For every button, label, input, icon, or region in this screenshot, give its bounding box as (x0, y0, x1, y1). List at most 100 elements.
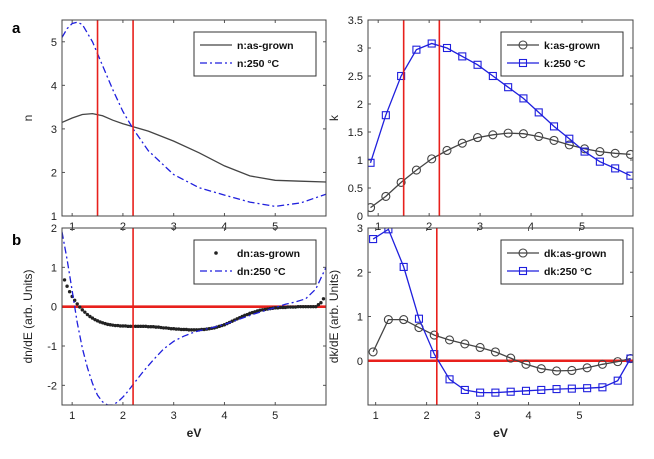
x-tick-label: 1 (375, 221, 381, 233)
legend-label: n:as-grown (237, 40, 294, 52)
data-point (565, 134, 574, 143)
legend-marker (214, 251, 218, 255)
y-tick-label: 0 (51, 302, 57, 314)
x-tick-label: 4 (525, 410, 531, 422)
data-point (473, 133, 483, 143)
legend-box (193, 239, 317, 285)
data-point (399, 315, 409, 325)
data-point (156, 325, 161, 329)
legend: k:as-grown k:250 °C (500, 31, 624, 77)
legend-label: n:250 °C (237, 58, 280, 70)
y-tick-label: 1 (51, 262, 57, 274)
data-point (549, 122, 559, 131)
data-point (506, 353, 516, 363)
legend-box (500, 31, 624, 77)
legend-label: dn:as-grown (237, 248, 300, 260)
data-point (414, 314, 424, 323)
x-tick-label: 4 (221, 410, 227, 422)
data-point (595, 147, 605, 157)
data-point (536, 364, 546, 374)
chart-dk: 1 2 3 4 5 0 1 2 3 dk/dE (arb. Units) eV dk:as-grown… (327, 223, 634, 440)
data-point (626, 171, 633, 180)
data-point (159, 325, 163, 330)
data-point (564, 140, 574, 150)
data-point (118, 324, 123, 328)
data-point (306, 304, 310, 309)
legend-marker (518, 266, 528, 276)
data-point (458, 52, 467, 61)
x-tick-label: 2 (120, 221, 126, 233)
data-point (504, 83, 513, 92)
data-point (85, 312, 90, 317)
plot-area (62, 20, 326, 216)
data-point (149, 325, 153, 329)
data-point (161, 326, 166, 330)
data-point (595, 157, 604, 166)
data-point (88, 314, 92, 319)
y-tick-label: 1 (357, 312, 363, 324)
data-point (613, 376, 622, 385)
data-point (427, 154, 437, 164)
data-point (311, 304, 316, 309)
data-point (138, 324, 143, 329)
y-tick-label: -1 (47, 341, 57, 353)
data-point (521, 359, 531, 369)
x-tick-label: 3 (475, 410, 481, 422)
data-point (303, 304, 308, 309)
data-point (177, 327, 181, 331)
y-tick-label: 3.5 (348, 15, 363, 27)
data-point (397, 71, 406, 81)
data-point (187, 328, 191, 332)
x-tick-label: 5 (579, 221, 585, 233)
x-tick-label: 1 (373, 410, 379, 422)
data-point (625, 149, 633, 159)
data-point (146, 325, 151, 329)
legend-label: dk:as-grown (544, 248, 606, 260)
y-tick-label: 1 (51, 211, 57, 223)
legend: n:as-grown n:250 °C (193, 31, 317, 77)
data-point (368, 203, 376, 213)
data-point (154, 325, 158, 329)
series-line-k-1 (369, 42, 631, 177)
data-point (80, 308, 85, 312)
data-point (582, 363, 592, 373)
y-tick-label: 1 (357, 155, 363, 167)
plot-area (368, 228, 633, 405)
y-tick-label: 3 (357, 223, 363, 235)
data-point (116, 323, 120, 328)
data-point (151, 325, 156, 329)
series-line-dk-1 (372, 228, 632, 394)
data-point (316, 303, 321, 307)
data-point (460, 339, 470, 349)
data-point (518, 129, 528, 139)
data-point (283, 305, 288, 310)
data-point (202, 327, 206, 332)
data-point (314, 304, 318, 309)
data-point (368, 347, 378, 357)
x-tick-label: 5 (576, 410, 582, 422)
data-point (411, 165, 421, 175)
x-tick-label: 5 (272, 221, 278, 233)
data-point (182, 327, 186, 332)
legend-box (193, 31, 317, 77)
data-point (179, 327, 184, 332)
legend-label: k:as-grown (544, 40, 600, 52)
data-point (309, 304, 313, 309)
data-point (369, 235, 378, 244)
data-point (476, 388, 485, 397)
data-point (427, 39, 436, 48)
data-point (381, 191, 391, 201)
y-tick-label: 2.5 (348, 71, 363, 83)
series-line-dn-1 (62, 231, 326, 405)
x-tick-label: 4 (528, 221, 534, 233)
legend: dk:as-grown dk:250 °C (500, 239, 624, 285)
x-tick-label: 3 (171, 410, 177, 422)
data-point (399, 262, 408, 271)
data-point (368, 158, 375, 167)
data-point (184, 327, 189, 332)
data-point (207, 326, 211, 331)
data-point (537, 385, 546, 395)
data-point (113, 323, 118, 328)
legend-label: dn:250 °C (237, 266, 286, 278)
